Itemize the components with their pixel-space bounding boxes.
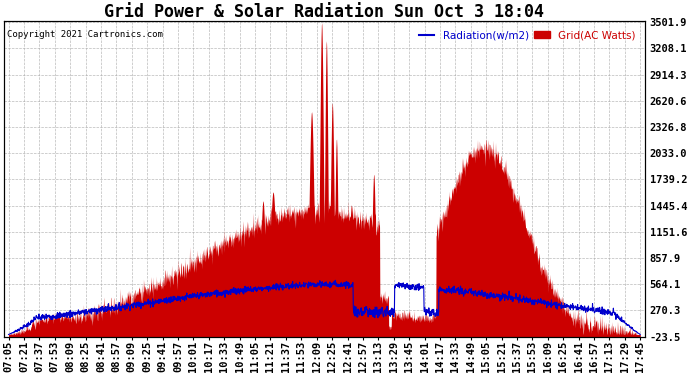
Title: Grid Power & Solar Radiation Sun Oct 3 18:04: Grid Power & Solar Radiation Sun Oct 3 1… — [104, 3, 544, 21]
Legend: Radiation(w/m2), Grid(AC Watts): Radiation(w/m2), Grid(AC Watts) — [415, 26, 640, 45]
Text: Copyright 2021 Cartronics.com: Copyright 2021 Cartronics.com — [7, 30, 163, 39]
